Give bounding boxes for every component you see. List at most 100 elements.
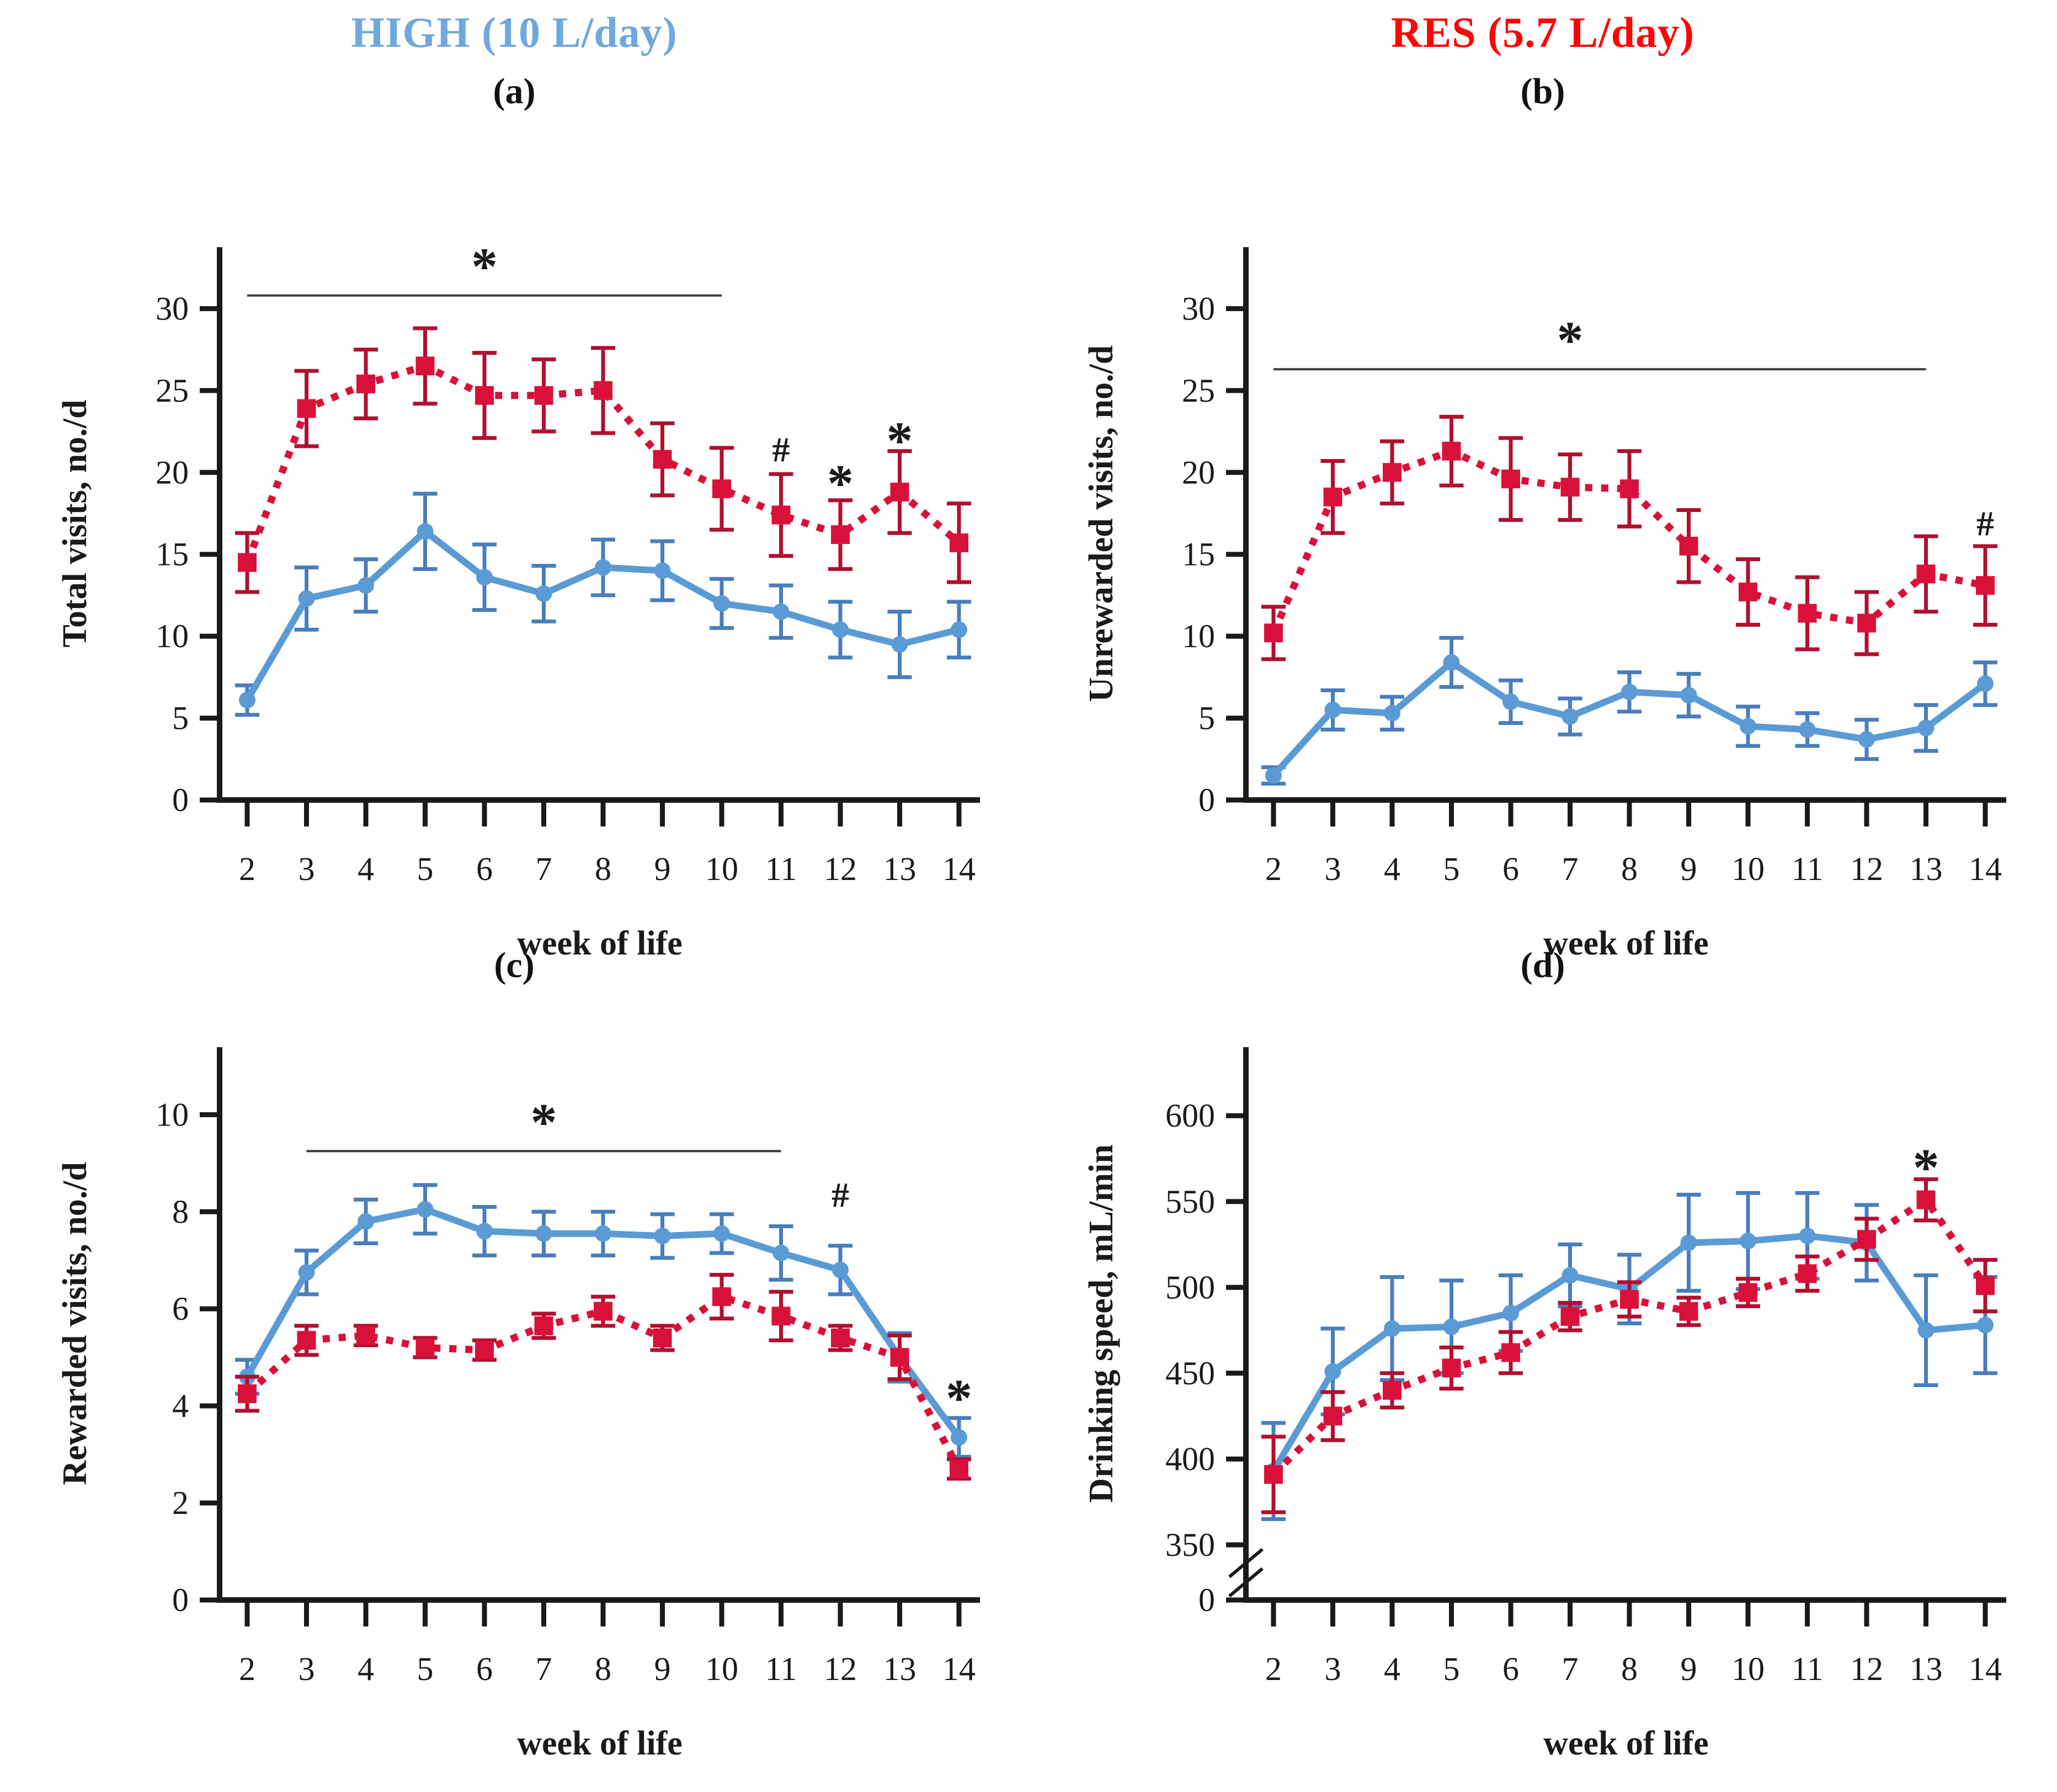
svg-text:14: 14 (942, 851, 976, 887)
svg-text:11: 11 (1792, 1651, 1824, 1687)
svg-text:7: 7 (536, 1651, 552, 1687)
svg-text:12: 12 (824, 851, 857, 887)
svg-text:5: 5 (417, 1651, 434, 1687)
svg-text:25: 25 (1182, 372, 1215, 409)
svg-text:0: 0 (172, 1582, 189, 1618)
panel-b-label: (b) (1520, 71, 1565, 111)
svg-text:11: 11 (765, 1651, 797, 1687)
panel-a-chart: 0 5 10 15 20 25 30 2 3 4 5 6 7 8 9 10 11 12 13 14 week of li… (56, 237, 980, 962)
svg-text:20: 20 (1182, 454, 1215, 490)
panel-b: 0 5 10 15 20 25 30 2 3 4 5 6 7 8 9 10 11 12 13 14 week of li… (1042, 182, 2051, 988)
svg-text:week of life: week of life (1543, 1725, 1709, 1762)
svg-text:5: 5 (417, 851, 434, 887)
svg-text:30: 30 (156, 290, 189, 327)
svg-text:13: 13 (883, 851, 916, 887)
panel-d: 0 350 400 450 500 550 600 2 3 4 5 6 7 8 9 10 11 12 13 14 wee… (1042, 982, 2051, 1788)
svg-text:Drinking speed, mL/min: Drinking speed, mL/min (1083, 1144, 1120, 1502)
svg-text:0: 0 (1198, 1582, 1215, 1618)
svg-text:3: 3 (299, 1651, 315, 1687)
svg-text:13: 13 (1910, 1651, 1943, 1687)
panel-a-label: (a) (493, 71, 536, 111)
panel-a: 0 5 10 15 20 25 30 2 3 4 5 6 7 8 9 10 11 12 13 14 week of li… (15, 182, 1025, 988)
svg-text:12: 12 (1850, 1651, 1883, 1687)
svg-text:6: 6 (476, 851, 493, 887)
svg-text:15: 15 (1182, 536, 1215, 573)
svg-text:2: 2 (239, 1651, 255, 1687)
svg-text:14: 14 (942, 1651, 976, 1687)
svg-text:11: 11 (1792, 851, 1824, 887)
svg-text:8: 8 (172, 1193, 189, 1230)
panel-b-chart: 0 5 10 15 20 25 30 2 3 4 5 6 7 8 9 10 11 12 13 14 week of li… (1083, 247, 2006, 962)
svg-text:12: 12 (824, 1651, 857, 1687)
svg-text:14: 14 (1969, 851, 2002, 887)
svg-text:4: 4 (1384, 851, 1400, 887)
svg-text:13: 13 (883, 1651, 916, 1687)
svg-text:0: 0 (172, 782, 189, 818)
group-title-high: HIGH (10 L/day) (351, 8, 678, 56)
svg-text:10: 10 (1731, 851, 1765, 887)
svg-text:Unrewarded visits, no./d: Unrewarded visits, no./d (1083, 345, 1120, 702)
panel-d-label: (d) (1520, 945, 1565, 985)
svg-text:9: 9 (654, 851, 671, 887)
svg-text:10: 10 (156, 1096, 189, 1133)
panel-c-label: (c) (494, 945, 535, 985)
svg-text:2: 2 (1265, 851, 1282, 887)
svg-text:9: 9 (654, 1651, 671, 1687)
svg-text:#: # (832, 1176, 849, 1215)
svg-text:*: * (1557, 311, 1584, 370)
svg-text:13: 13 (1910, 851, 1943, 887)
svg-text:9: 9 (1681, 1651, 1697, 1687)
svg-text:8: 8 (595, 1651, 611, 1687)
svg-text:7: 7 (1562, 1651, 1579, 1687)
svg-text:15: 15 (156, 536, 189, 573)
svg-text:25: 25 (156, 372, 189, 409)
svg-text:10: 10 (156, 618, 189, 654)
svg-text:450: 450 (1165, 1355, 1215, 1391)
panel-c: 0 2 4 6 8 10 2 3 4 5 6 7 8 9 10 11 12 13 14 week of life Rew… (15, 982, 1025, 1788)
svg-text:500: 500 (1165, 1269, 1215, 1305)
svg-text:2: 2 (239, 851, 255, 887)
panel-d-chart: 0 350 400 450 500 550 600 2 3 4 5 6 7 8 9 10 11 12 13 14 wee… (1083, 1047, 2006, 1762)
svg-text:30: 30 (1182, 290, 1215, 327)
svg-text:14: 14 (1969, 1651, 2002, 1687)
svg-text:*: * (471, 237, 498, 296)
svg-text:4: 4 (358, 851, 374, 887)
svg-text:4: 4 (1384, 1651, 1400, 1687)
group-title-res: RES (5.7 L/day) (1390, 8, 1695, 56)
svg-text:550: 550 (1165, 1183, 1215, 1220)
svg-text:8: 8 (1621, 1651, 1638, 1687)
svg-text:week of life: week of life (1543, 925, 1709, 962)
svg-text:3: 3 (1325, 851, 1341, 887)
svg-text:9: 9 (1681, 851, 1697, 887)
svg-text:3: 3 (1325, 1651, 1341, 1687)
svg-text:6: 6 (1502, 851, 1519, 887)
svg-text:2: 2 (1265, 1651, 1282, 1687)
svg-text:Total visits, no./d: Total visits, no./d (56, 399, 94, 647)
svg-text:5: 5 (1443, 851, 1460, 887)
svg-text:0: 0 (1198, 782, 1215, 818)
svg-text:10: 10 (705, 851, 738, 887)
svg-text:600: 600 (1165, 1097, 1215, 1134)
svg-text:8: 8 (595, 851, 611, 887)
svg-text:7: 7 (536, 851, 552, 887)
svg-text:6: 6 (476, 1651, 493, 1687)
svg-text:3: 3 (299, 851, 315, 887)
svg-text:#: # (1976, 504, 1994, 543)
svg-text:week of life: week of life (517, 1725, 683, 1762)
svg-text:10: 10 (705, 1651, 738, 1687)
svg-text:350: 350 (1165, 1527, 1215, 1563)
svg-text:5: 5 (1443, 1651, 1460, 1687)
svg-text:week of life: week of life (517, 925, 683, 962)
svg-text:5: 5 (172, 700, 189, 737)
svg-text:6: 6 (1502, 1651, 1519, 1687)
svg-text:4: 4 (172, 1388, 189, 1424)
svg-text:10: 10 (1731, 1651, 1765, 1687)
svg-text:#: # (772, 430, 790, 470)
svg-text:Rewarded visits, no./d: Rewarded visits, no./d (56, 1162, 94, 1485)
panel-c-chart: 0 2 4 6 8 10 2 3 4 5 6 7 8 9 10 11 12 13 14 week of life Rew… (56, 1047, 980, 1762)
svg-text:*: * (531, 1092, 557, 1151)
svg-text:400: 400 (1165, 1441, 1215, 1477)
svg-text:2: 2 (172, 1485, 189, 1521)
svg-text:5: 5 (1198, 700, 1215, 737)
